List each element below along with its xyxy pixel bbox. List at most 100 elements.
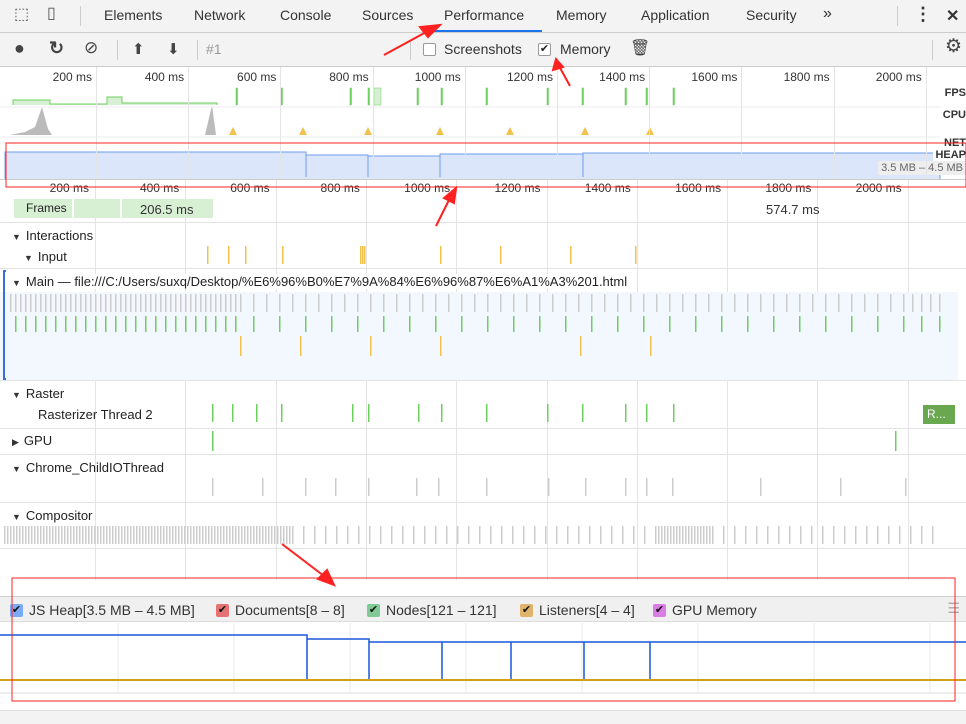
counter-toggle[interactable]: ✔ Nodes[121 – 121] bbox=[367, 602, 497, 618]
compositor-task[interactable] bbox=[314, 526, 316, 544]
main-task[interactable] bbox=[604, 294, 606, 312]
main-subtask[interactable] bbox=[435, 316, 437, 332]
compositor-task[interactable] bbox=[512, 526, 514, 544]
compositor-task[interactable] bbox=[670, 526, 672, 544]
main-task[interactable] bbox=[669, 294, 671, 312]
main-task[interactable] bbox=[70, 294, 72, 312]
compositor-task[interactable] bbox=[136, 526, 138, 544]
script-event[interactable] bbox=[300, 336, 302, 356]
compositor-task[interactable] bbox=[888, 526, 890, 544]
counter-toggle[interactable]: ✔ Documents[8 – 8] bbox=[216, 602, 345, 618]
main-subtask[interactable] bbox=[903, 316, 905, 332]
compositor-task[interactable] bbox=[16, 526, 18, 544]
compositor-task[interactable] bbox=[226, 526, 228, 544]
main-subtask[interactable] bbox=[357, 316, 359, 332]
compositor-task[interactable] bbox=[706, 526, 708, 544]
main-subtask[interactable] bbox=[383, 316, 385, 332]
compositor-task[interactable] bbox=[232, 526, 234, 544]
main-subtask[interactable] bbox=[125, 316, 127, 332]
tab-memory[interactable]: Memory bbox=[556, 7, 607, 23]
track-events[interactable] bbox=[0, 196, 966, 596]
main-task[interactable] bbox=[630, 294, 632, 312]
main-subtask[interactable] bbox=[225, 316, 227, 332]
main-subtask[interactable] bbox=[773, 316, 775, 332]
counter-toggle[interactable]: ✔ Listeners[4 – 4] bbox=[520, 602, 635, 618]
compositor-task[interactable] bbox=[256, 526, 258, 544]
compositor-task[interactable] bbox=[103, 526, 105, 544]
main-task[interactable] bbox=[435, 294, 437, 312]
main-task[interactable] bbox=[195, 294, 197, 312]
main-task[interactable] bbox=[773, 294, 775, 312]
compositor-task[interactable] bbox=[247, 526, 249, 544]
tab-sources[interactable]: Sources bbox=[362, 7, 414, 23]
compositor-task[interactable] bbox=[58, 526, 60, 544]
compositor-task[interactable] bbox=[220, 526, 222, 544]
compositor-task[interactable] bbox=[523, 526, 525, 544]
main-task[interactable] bbox=[344, 294, 346, 312]
compositor-task[interactable] bbox=[468, 526, 470, 544]
counter-checkbox[interactable]: ✔ bbox=[520, 603, 533, 617]
compositor-task[interactable] bbox=[229, 526, 231, 544]
main-task[interactable] bbox=[305, 294, 307, 312]
compositor-task[interactable] bbox=[73, 526, 75, 544]
counter-toggle[interactable]: ✔ JS Heap[3.5 MB – 4.5 MB] bbox=[10, 602, 195, 618]
main-subtask[interactable] bbox=[721, 316, 723, 332]
raster-task[interactable] bbox=[673, 404, 675, 422]
raster-task[interactable] bbox=[232, 404, 234, 422]
recording-select[interactable]: #1 bbox=[206, 41, 222, 57]
main-task[interactable] bbox=[15, 294, 17, 312]
script-event[interactable] bbox=[580, 336, 582, 356]
tab-console[interactable]: Console bbox=[280, 7, 332, 23]
record-icon[interactable]: ● bbox=[14, 38, 25, 58]
compositor-task[interactable] bbox=[402, 526, 404, 544]
main-subtask[interactable] bbox=[331, 316, 333, 332]
reload-icon[interactable]: ↻ bbox=[49, 38, 65, 58]
compositor-task[interactable] bbox=[789, 526, 791, 544]
compositor-task[interactable] bbox=[325, 526, 327, 544]
compositor-task[interactable] bbox=[265, 526, 267, 544]
compositor-task[interactable] bbox=[79, 526, 81, 544]
compositor-task[interactable] bbox=[380, 526, 382, 544]
io-task[interactable] bbox=[548, 478, 550, 496]
compositor-task[interactable] bbox=[611, 526, 613, 544]
main-task[interactable] bbox=[180, 294, 182, 312]
compositor-task[interactable] bbox=[679, 526, 681, 544]
compositor-task[interactable] bbox=[238, 526, 240, 544]
save-profile-icon[interactable]: ⬇ bbox=[167, 41, 180, 58]
compositor-task[interactable] bbox=[199, 526, 201, 544]
compositor-task[interactable] bbox=[622, 526, 624, 544]
main-subtask[interactable] bbox=[851, 316, 853, 332]
main-subtask[interactable] bbox=[939, 316, 941, 332]
compositor-task[interactable] bbox=[358, 526, 360, 544]
main-subtask[interactable] bbox=[35, 316, 37, 332]
main-task[interactable] bbox=[682, 294, 684, 312]
compositor-task[interactable] bbox=[661, 526, 663, 544]
compositor-task[interactable] bbox=[644, 526, 646, 544]
main-task[interactable] bbox=[45, 294, 47, 312]
compositor-task[interactable] bbox=[336, 526, 338, 544]
input-event[interactable] bbox=[570, 246, 572, 264]
main-task[interactable] bbox=[25, 294, 27, 312]
compositor-task[interactable] bbox=[655, 526, 657, 544]
compositor-task[interactable] bbox=[347, 526, 349, 544]
compositor-task[interactable] bbox=[767, 526, 769, 544]
io-task[interactable] bbox=[486, 478, 488, 496]
compositor-task[interactable] bbox=[196, 526, 198, 544]
compositor-task[interactable] bbox=[271, 526, 273, 544]
raster-task[interactable] bbox=[281, 404, 283, 422]
main-task[interactable] bbox=[210, 294, 212, 312]
io-task[interactable] bbox=[905, 478, 907, 496]
compositor-task[interactable] bbox=[148, 526, 150, 544]
main-task[interactable] bbox=[422, 294, 424, 312]
main-task[interactable] bbox=[140, 294, 142, 312]
main-task[interactable] bbox=[145, 294, 147, 312]
main-task[interactable] bbox=[279, 294, 281, 312]
compositor-task[interactable] bbox=[13, 526, 15, 544]
compositor-task[interactable] bbox=[4, 526, 6, 544]
compositor-task[interactable] bbox=[667, 526, 669, 544]
main-subtask[interactable] bbox=[195, 316, 197, 332]
main-subtask[interactable] bbox=[921, 316, 923, 332]
compositor-task[interactable] bbox=[274, 526, 276, 544]
io-task[interactable] bbox=[262, 478, 264, 496]
main-task[interactable] bbox=[565, 294, 567, 312]
